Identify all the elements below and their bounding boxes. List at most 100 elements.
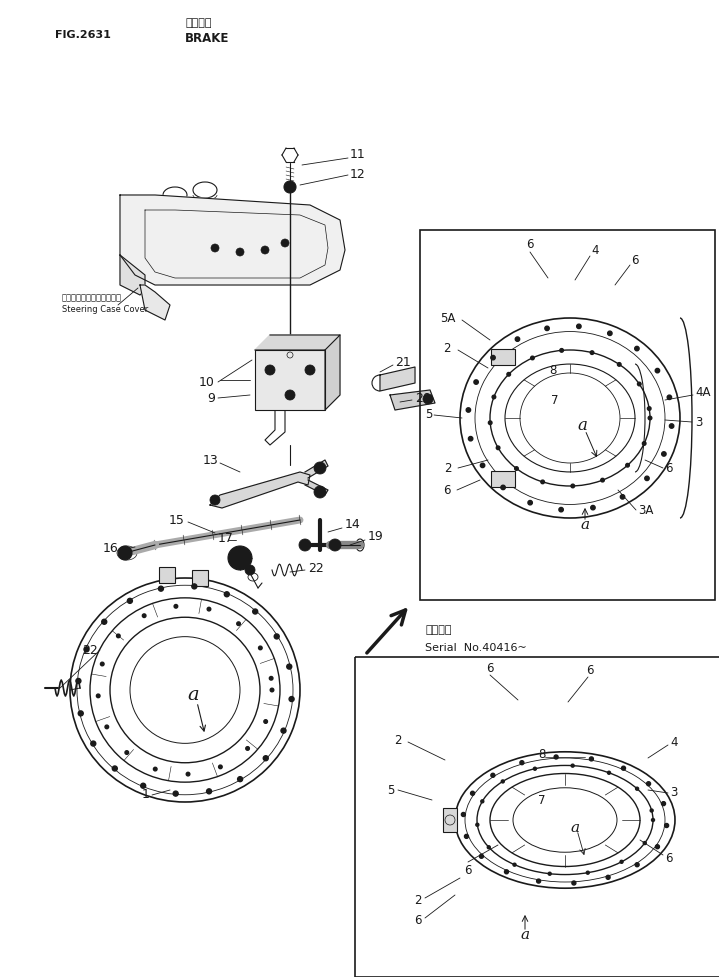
Circle shape bbox=[496, 446, 500, 449]
Polygon shape bbox=[380, 367, 415, 391]
Text: 18: 18 bbox=[232, 548, 248, 562]
Circle shape bbox=[237, 777, 242, 782]
Text: 12: 12 bbox=[350, 168, 366, 182]
Circle shape bbox=[153, 767, 157, 771]
Circle shape bbox=[236, 248, 244, 256]
Circle shape bbox=[480, 854, 483, 858]
Text: 6: 6 bbox=[586, 663, 594, 676]
Text: 21: 21 bbox=[395, 356, 411, 368]
Bar bbox=[420, 230, 715, 600]
Circle shape bbox=[476, 824, 479, 827]
Text: 13: 13 bbox=[202, 453, 218, 466]
Text: 6: 6 bbox=[486, 661, 494, 674]
Circle shape bbox=[423, 394, 433, 404]
Text: ステアリングケースカバー: ステアリングケースカバー bbox=[62, 293, 122, 303]
Circle shape bbox=[655, 368, 659, 373]
Text: 5A: 5A bbox=[440, 312, 456, 324]
Circle shape bbox=[264, 720, 267, 723]
Circle shape bbox=[102, 619, 106, 624]
Circle shape bbox=[664, 824, 669, 828]
Text: 7: 7 bbox=[539, 793, 546, 806]
Circle shape bbox=[520, 761, 524, 765]
Circle shape bbox=[501, 486, 505, 489]
Circle shape bbox=[237, 622, 240, 625]
Circle shape bbox=[261, 246, 269, 254]
Text: FIG.2631: FIG.2631 bbox=[55, 30, 111, 40]
Circle shape bbox=[466, 407, 471, 412]
Text: 6: 6 bbox=[443, 484, 451, 496]
Circle shape bbox=[213, 498, 217, 502]
Bar bbox=[491, 471, 515, 488]
Text: Steering Case Cover: Steering Case Cover bbox=[62, 306, 148, 315]
Circle shape bbox=[488, 421, 492, 425]
Text: a: a bbox=[580, 518, 590, 532]
Circle shape bbox=[487, 846, 490, 849]
Circle shape bbox=[101, 662, 104, 665]
Text: 19: 19 bbox=[368, 531, 384, 543]
Text: 10: 10 bbox=[199, 375, 215, 389]
Circle shape bbox=[125, 750, 129, 754]
Circle shape bbox=[636, 787, 638, 790]
Circle shape bbox=[528, 500, 532, 505]
Circle shape bbox=[470, 791, 475, 795]
Circle shape bbox=[621, 766, 626, 770]
Circle shape bbox=[650, 809, 653, 812]
Circle shape bbox=[474, 380, 478, 384]
Circle shape bbox=[142, 614, 146, 617]
Polygon shape bbox=[120, 195, 345, 285]
Circle shape bbox=[586, 871, 590, 874]
Bar bbox=[192, 570, 208, 586]
Text: 6: 6 bbox=[665, 852, 672, 865]
Circle shape bbox=[285, 390, 295, 400]
Polygon shape bbox=[305, 460, 328, 478]
Circle shape bbox=[84, 647, 89, 652]
Bar bbox=[255, 350, 325, 410]
Circle shape bbox=[210, 495, 220, 505]
Circle shape bbox=[78, 711, 83, 716]
Circle shape bbox=[173, 791, 178, 796]
Text: 3A: 3A bbox=[638, 503, 654, 517]
Text: 4: 4 bbox=[670, 736, 677, 748]
Circle shape bbox=[274, 634, 279, 639]
Text: 6: 6 bbox=[464, 864, 472, 876]
Circle shape bbox=[96, 694, 100, 698]
Circle shape bbox=[591, 505, 595, 510]
Circle shape bbox=[281, 239, 289, 247]
Circle shape bbox=[265, 365, 275, 375]
Circle shape bbox=[618, 362, 621, 366]
Circle shape bbox=[299, 539, 311, 551]
Circle shape bbox=[572, 881, 576, 885]
Circle shape bbox=[620, 861, 623, 864]
Circle shape bbox=[206, 788, 211, 794]
Text: 5: 5 bbox=[425, 408, 432, 421]
Polygon shape bbox=[210, 472, 310, 508]
Text: a: a bbox=[570, 821, 580, 835]
Text: 15: 15 bbox=[169, 514, 185, 527]
Circle shape bbox=[608, 331, 612, 335]
Circle shape bbox=[289, 697, 294, 701]
Circle shape bbox=[644, 841, 646, 844]
Text: 17: 17 bbox=[218, 531, 234, 544]
Text: 適用号機: 適用号機 bbox=[425, 625, 452, 635]
Text: Serial  No.40416~: Serial No.40416~ bbox=[425, 643, 527, 653]
Text: 8: 8 bbox=[549, 363, 557, 376]
Circle shape bbox=[590, 351, 594, 355]
Text: a: a bbox=[521, 928, 530, 942]
Text: 11: 11 bbox=[350, 149, 366, 161]
Circle shape bbox=[76, 678, 81, 684]
Circle shape bbox=[468, 437, 473, 441]
Text: BRAKE: BRAKE bbox=[185, 32, 229, 45]
Circle shape bbox=[531, 357, 534, 360]
Polygon shape bbox=[120, 255, 145, 295]
Circle shape bbox=[649, 416, 652, 420]
Circle shape bbox=[601, 479, 605, 482]
Circle shape bbox=[646, 782, 651, 786]
Circle shape bbox=[91, 742, 96, 746]
Text: 14: 14 bbox=[345, 519, 361, 531]
Circle shape bbox=[507, 372, 510, 376]
Circle shape bbox=[577, 324, 581, 328]
Circle shape bbox=[606, 875, 610, 879]
Circle shape bbox=[669, 424, 674, 428]
Circle shape bbox=[462, 813, 465, 817]
Circle shape bbox=[158, 586, 163, 591]
